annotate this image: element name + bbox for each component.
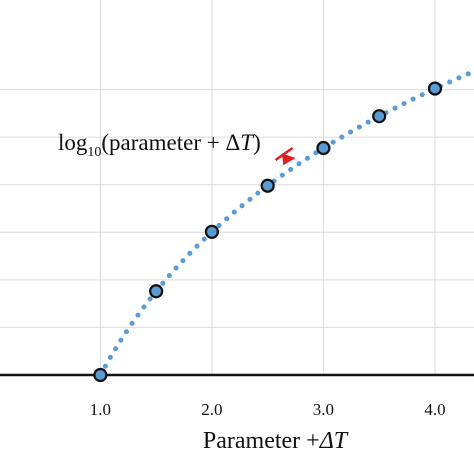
x-tick-label: 2.0 [201, 400, 222, 419]
x-axis: 1.0 2.0 3.0 4.0 [0, 373, 474, 419]
data-point [93, 367, 108, 383]
markers [93, 81, 443, 383]
annotation-italic: T [240, 130, 255, 155]
data-point [316, 140, 331, 156]
x-axis-title-symbol: ΔT [319, 428, 349, 454]
x-tick-label: 3.0 [313, 400, 334, 419]
annotation-log: log [58, 130, 88, 155]
annotation-label: log10(parameter + ΔT) [58, 130, 261, 160]
annotation-delta: Δ [225, 130, 240, 155]
data-point [427, 81, 443, 96]
annotation-arrowhead [282, 153, 296, 166]
x-axis-title-text: Parameter + [203, 428, 320, 454]
data-point [204, 224, 220, 239]
x-tick-label: 1.0 [90, 400, 111, 419]
annotation-subscript: 10 [87, 145, 101, 160]
data-point [149, 284, 164, 299]
series [97, 68, 474, 378]
data-point [260, 178, 275, 193]
annotation-arrow [274, 146, 294, 162]
x-axis-title: Parameter +ΔT [203, 428, 349, 454]
svg-text:Parameter +ΔT: Parameter +ΔT [203, 428, 349, 454]
series-line [97, 68, 474, 378]
data-point [372, 109, 387, 124]
annotation: log10(parameter + ΔT) [58, 130, 296, 166]
x-tick-label: 4.0 [424, 400, 445, 419]
annotation-text: (parameter + [101, 130, 225, 155]
grid [0, 0, 474, 375]
annotation-suffix: ) [253, 130, 261, 155]
